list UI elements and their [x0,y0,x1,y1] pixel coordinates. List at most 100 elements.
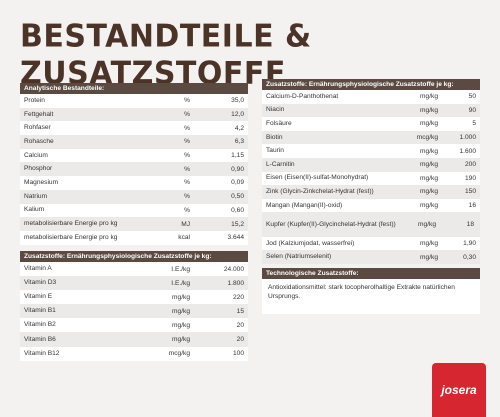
table-row: Mangan (Mangan(II)-oxid) mg/kg 16 [262,199,480,213]
table-row: L-Carnitin mg/kg 200 [262,157,480,172]
cell-value: 1.800 [227,279,244,287]
cell-value: 20 [236,336,244,344]
table-row: Magnesium% 0,09 [20,176,248,190]
cell-unit: mg/kg [420,147,438,155]
table: Analytische Bestandteile: Protein% 35,0 Fet… [20,83,248,245]
cell-name: metabolisierbare Energie pro kg [24,220,118,228]
cell-value: 24.000 [223,265,244,273]
table-row: Fettgehalt% 12,0 [20,107,248,122]
cell-name: L-Carnitin [266,160,295,168]
cell-name: metabolisierbare Energie pro kg [24,233,118,241]
cell-unit: mg/kg [420,161,438,169]
table-row: Protein% 35,0 [20,94,248,108]
table-row: Vitamin A I.E./kg 24.000 [20,262,248,276]
cell-unit: kcal [178,234,190,242]
cell-value: 1.600 [459,147,476,155]
table-row: Rohfaser% 4,2 [20,121,248,135]
cell-value: 0,50 [231,193,244,201]
cell-unit: mg/kg [420,240,438,248]
cell-unit: % [184,111,190,119]
cell-value: 15 [236,307,244,315]
cell-value: 150 [464,188,476,196]
cell-name: Vitamin A [24,265,52,273]
table-row: metabolisierbare Energie pro kg kcal 3.644 [20,231,248,245]
table-row: Kalium% 0,60 [20,204,248,218]
cell-value: 18 [466,221,474,229]
table-row: Eisen (Eisen(II)-sulfat-Monohydrat) mg/kg… [262,172,480,186]
cell-unit: mg/kg [420,202,438,210]
table-header: Technologische Zusatzstoffe: [262,268,480,279]
cell-unit: mg/kg [418,221,436,229]
cell-name: Vitamin B1 [24,307,56,315]
cell-unit: mg/kg [172,321,190,329]
cell-value: 12,0 [231,111,244,119]
cell-name: Magnesium [24,178,59,186]
cell-value: 3.644 [227,234,244,242]
cell-name: Folsäure [266,119,292,127]
cell-name: Selen (Natriumselenit) [266,253,332,261]
table-row: Folsäure mg/kg 5 [262,117,480,131]
cell-value: 0,30 [463,253,476,261]
table-row: Taurin mg/kg 1.600 [262,144,480,158]
cell-value: 16 [468,202,476,210]
cell-value: 50 [468,93,476,101]
cell-value: 6,3 [234,138,244,146]
table-text: Antioxidationsmittel: stark tocopherolha… [268,284,455,300]
cell-value: 200 [464,161,476,169]
page-title: BESTANDTEILE & ZUSATZSTOFFE [20,18,312,92]
table: Technologische Zusatzstoffe: Antioxidatio… [262,268,480,314]
cell-name: Rohasche [24,137,54,145]
cell-value: 100 [232,350,244,358]
table-header: Zusatzstoffe: Ernährungsphysiologische Z… [20,251,248,262]
cell-unit: % [184,152,190,160]
cell-name: Zink (Glycin-Zinkchelat-Hydrat (fest)) [266,187,374,195]
cell-value: 5 [472,120,476,128]
cell-value: 0,09 [231,179,244,187]
cell-unit: mcg/kg [416,134,438,142]
cell-unit: % [184,179,190,187]
cell-value: 0,60 [231,206,244,214]
table-row: Calcium-D-Panthothenat mg/kg 50 [262,90,480,104]
cell-name: Kalium [24,206,45,214]
table-row: Vitamin E mg/kg 220 [20,290,248,304]
table-row: Vitamin B2 mg/kg 20 [20,318,248,332]
table-row: Natrium% 0,50 [20,189,248,204]
table-row: Calcium% 1,15 [20,149,248,163]
cell-name: Rohfaser [24,124,51,132]
cell-name: Niacin [266,106,285,114]
cell-unit: MJ [181,220,190,228]
cell-name: Calcium [24,151,48,159]
cell-unit: mg/kg [420,174,438,182]
cell-name: Calcium-D-Panthothenat [266,92,339,100]
cell-value: 1,90 [463,240,476,248]
cell-unit: mcg/kg [168,350,190,358]
cell-name: Vitamin D3 [24,279,57,287]
cell-name: Vitamin B2 [24,321,56,329]
cell-unit: mg/kg [420,253,438,261]
cell-unit: mg/kg [420,93,438,101]
cell-value: 0,90 [231,165,244,173]
cell-value: 20 [236,321,244,329]
cell-unit: I.E./kg [171,265,190,273]
cell-value: 1.000 [459,134,476,142]
cell-value: 15,2 [231,220,244,228]
table-body: Protein% 35,0 Fettgehalt% 12,0 Rohfaser% 4,2 R… [20,94,248,245]
table-row: Niacin mg/kg 90 [262,103,480,118]
cell-unit: mg/kg [172,307,190,315]
table: Zusatzstoffe: Ernährungsphysiologische Z… [262,79,480,264]
cell-unit: mg/kg [420,120,438,128]
cell-unit: % [184,124,190,132]
table-row: metabolisierbare Energie pro kg MJ 15,2 [20,217,248,231]
cell-value: 190 [464,174,476,182]
cell-value: 220 [232,293,244,301]
cell-unit: mg/kg [172,336,190,344]
cell-name: Vitamin B6 [24,335,56,343]
cell-unit: mg/kg [172,293,190,301]
table-row: Kupfer (Kupfer(II)-Glycinchelat-Hydrat (… [262,212,480,237]
cell-unit: I.E./kg [171,279,190,287]
table-header: Analytische Bestandteile: [20,83,248,94]
table-row: Jod (Kalziumjodat, wasserfrei) mg/kg 1,90 [262,237,480,251]
table-body: Calcium-D-Panthothenat mg/kg 50 Niacin mg/kg… [262,90,480,264]
table-row: Vitamin B12 mcg/kg 100 [20,347,248,361]
